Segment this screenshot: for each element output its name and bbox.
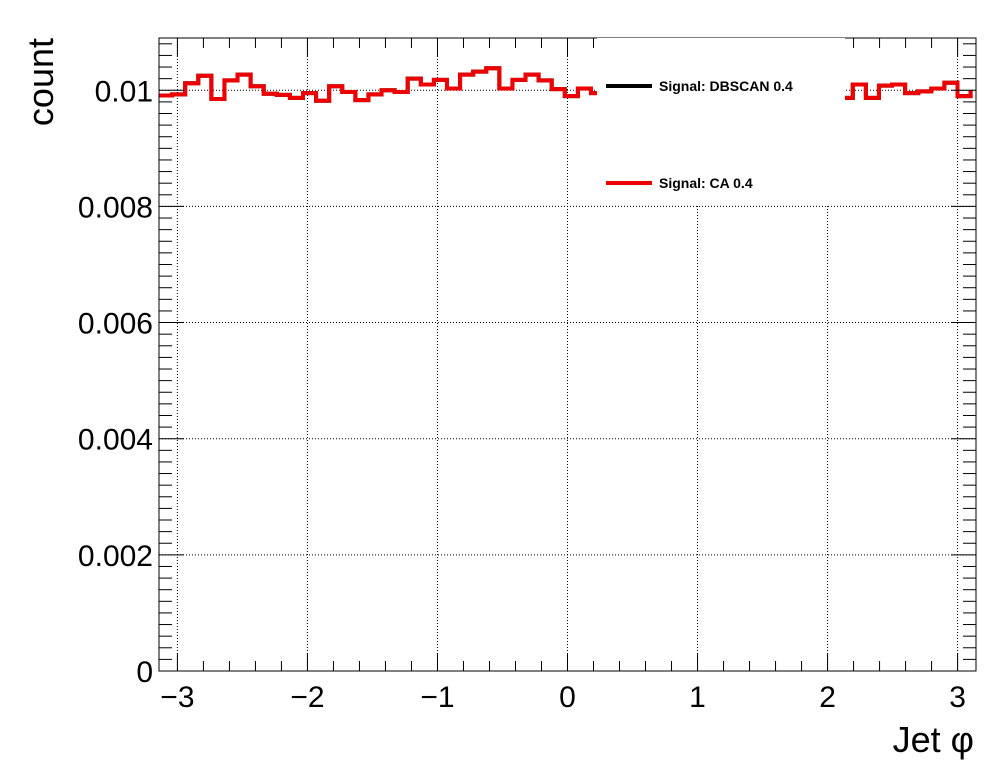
y-tick-labels: 0 0.002 0.004 0.006 0.008 0.01 (78, 75, 153, 689)
x-tick-label: 2 (819, 681, 836, 714)
x-tick-label: −1 (420, 681, 454, 714)
grid-lines (159, 38, 976, 671)
y-tick-label: 0.008 (78, 191, 153, 224)
legend: Signal: DBSCAN 0.4 Signal: CA 0.4 (597, 38, 845, 204)
histogram-curves (159, 66, 973, 103)
y-tick-label: 0 (136, 656, 153, 689)
y-tick-label: 0.002 (78, 540, 153, 573)
plot-frame (158, 37, 977, 672)
legend-box (597, 38, 845, 204)
x-axis-title: Jet φ (893, 719, 974, 760)
legend-label-1: Signal: CA 0.4 (659, 175, 753, 191)
y-tick-label: 0.004 (78, 424, 153, 457)
series-line-1 (159, 66, 973, 103)
x-tick-label: −3 (160, 681, 194, 714)
legend-label-0: Signal: DBSCAN 0.4 (659, 78, 793, 94)
y-tick-label: 0.006 (78, 308, 153, 341)
x-tick-label: −2 (290, 681, 324, 714)
x-tick-label: 3 (949, 681, 966, 714)
x-tick-label: 0 (559, 681, 576, 714)
x-tick-labels: −3 −2 −1 0 1 2 3 (160, 681, 966, 714)
y-tick-label: 0.01 (95, 75, 153, 108)
x-tick-label: 1 (689, 681, 706, 714)
axis-ticks (159, 38, 976, 672)
y-axis-title: count (20, 38, 61, 126)
